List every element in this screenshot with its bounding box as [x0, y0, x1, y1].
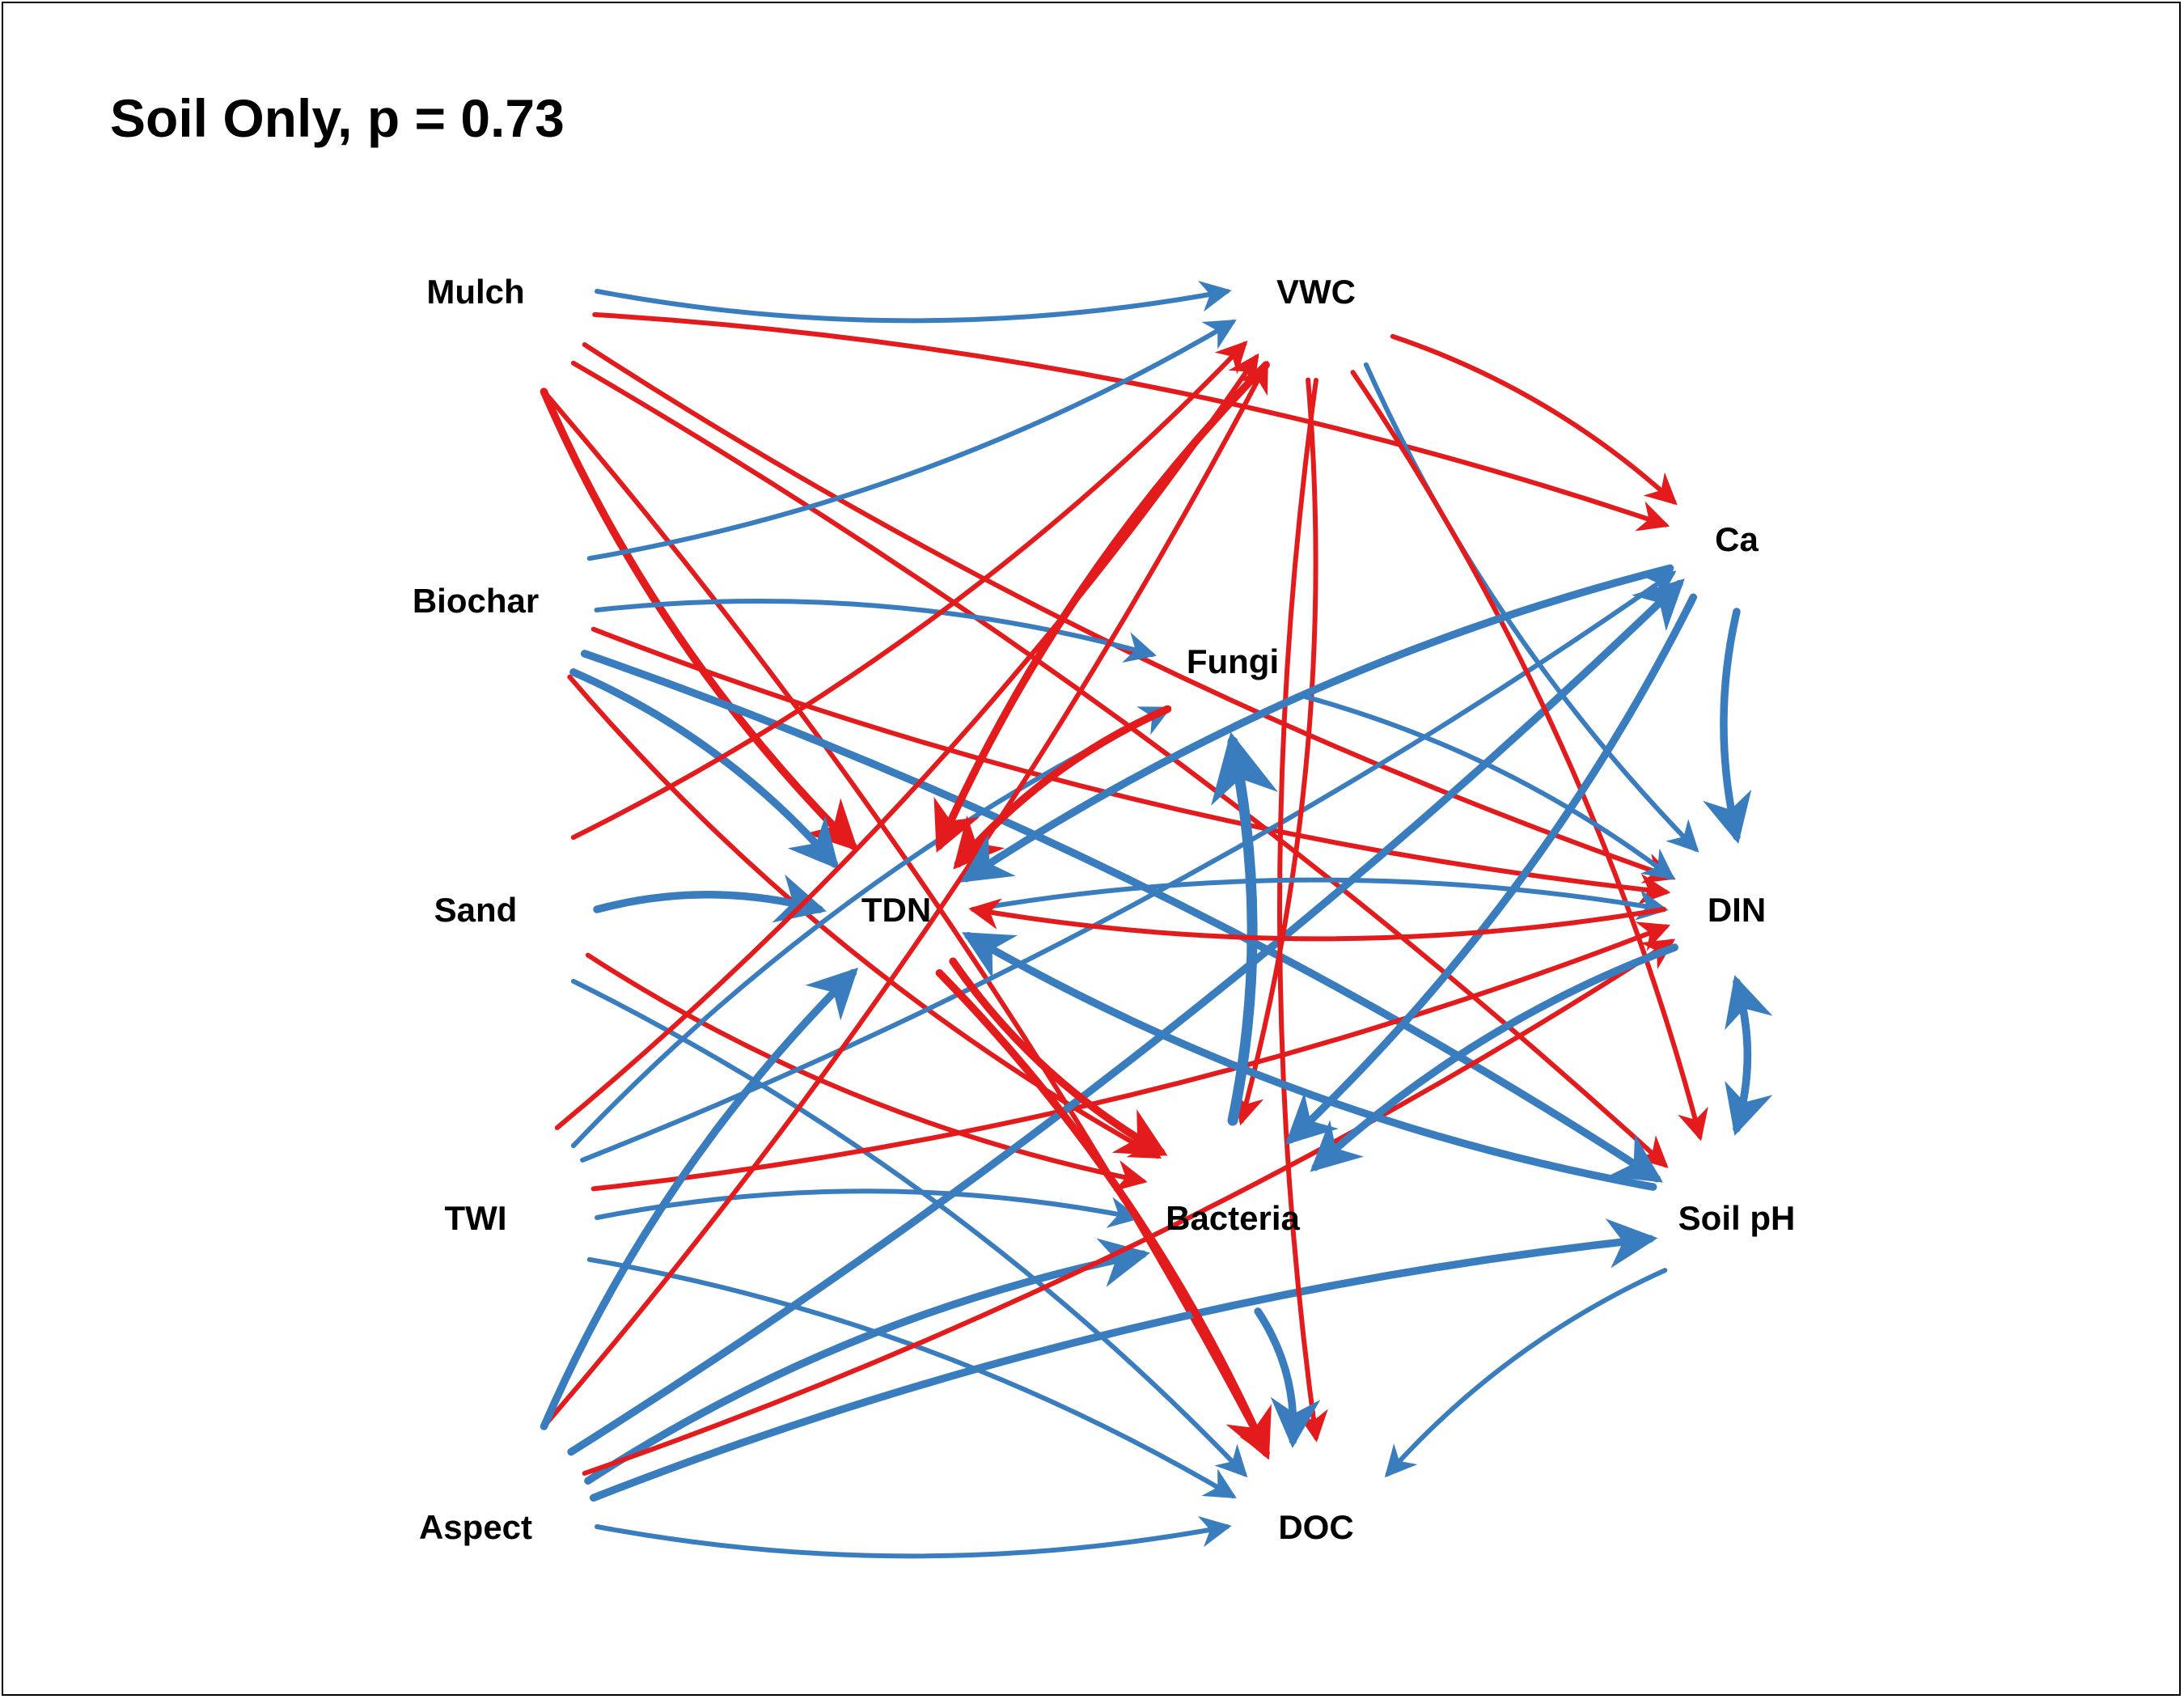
node-soilph: Soil pH: [1678, 1199, 1796, 1237]
node-doc: DOC: [1278, 1508, 1353, 1546]
edge-tdn-to-bacteria: [949, 957, 1168, 1156]
edge-biochar-to-vwc: [586, 320, 1237, 561]
node-sand: Sand: [434, 891, 518, 929]
edge-twi-to-ca: [580, 570, 1677, 1163]
edge-fungi-to-din: [1302, 694, 1675, 880]
edge-aspect-to-soilph: [589, 1218, 1658, 1502]
edge-soilph-to-doc: [1384, 1268, 1668, 1478]
edge-mulch-to-ca: [592, 311, 1670, 532]
edge-aspect-to-tdn: [540, 967, 859, 1430]
edge-din-to-bacteria: [1310, 943, 1678, 1172]
edge-layer: [540, 280, 1773, 1559]
node-aspect: Aspect: [419, 1508, 532, 1546]
node-twi: TWI: [445, 1199, 507, 1237]
edge-biochar-to-fungi: [594, 598, 1157, 663]
edge-sand-to-tdn: [593, 874, 827, 923]
edge-aspect-to-ca: [567, 578, 1685, 1456]
node-bacteria: Bacteria: [1166, 1199, 1300, 1237]
edge-biochar-to-soilph: [580, 650, 1663, 1183]
edge-ca-to-tdn: [960, 564, 1674, 883]
edge-bacteria-to-doc: [1254, 1307, 1321, 1449]
edge-vwc-to-soilph: [1350, 370, 1708, 1142]
edge-twi-to-doc: [586, 1256, 1237, 1498]
edge-sand-to-bacteria: [585, 952, 1148, 1192]
edge-biochar-to-tdn: [569, 668, 840, 870]
node-fungi: Fungi: [1187, 642, 1279, 680]
edge-soilph-to-tdn: [962, 931, 1657, 1191]
edge-sand-to-vwc: [570, 340, 1248, 841]
edge-vwc-to-din: [1363, 362, 1699, 853]
edge-tdn-to-din: [971, 877, 1669, 921]
edge-biochar-to-bacteria: [567, 674, 1162, 1159]
edge-biochar-to-din: [590, 626, 1671, 905]
node-ca: Ca: [1715, 520, 1759, 558]
node-tdn: TDN: [861, 891, 931, 929]
node-mulch: Mulch: [426, 273, 524, 311]
edge-mulch-to-vwc: [595, 280, 1232, 324]
edge-tdn-to-doc: [935, 968, 1272, 1460]
edge-soilph-to-din: [1725, 975, 1773, 1133]
edge-twi-to-din: [590, 922, 1671, 1192]
node-din: DIN: [1708, 891, 1766, 929]
edge-twi-to-vwc: [554, 353, 1259, 1130]
edge-aspect-to-din: [582, 938, 1676, 1477]
edge-vwc-to-bacteria: [1233, 377, 1318, 1126]
edge-twi-to-bacteria: [595, 1188, 1141, 1228]
edge-aspect-to-doc: [595, 1515, 1232, 1559]
diagram-title: Soil Only, p = 0.73: [110, 88, 565, 148]
edge-ca-to-din: [1703, 608, 1752, 845]
node-biochar: Biochar: [413, 582, 539, 620]
edge-din-to-tdn: [968, 898, 1666, 942]
edge-vwc-to-ca: [1390, 333, 1678, 506]
edge-vwc-to-tdn: [933, 361, 1270, 853]
node-vwc: VWC: [1276, 273, 1356, 311]
edge-aspect-to-vwc: [541, 360, 1269, 1429]
edge-mulch-to-tdn: [540, 388, 859, 852]
edge-aspect-to-bacteria: [584, 1238, 1150, 1485]
edge-ca-to-bacteria: [1285, 593, 1698, 1146]
edge-mulch-to-doc: [541, 389, 1269, 1458]
node-layer: Mulch Biochar Sand TWI Aspect VWC Fungi TDN Bact…: [413, 273, 1796, 1546]
edge-vwc-to-doc: [1277, 378, 1328, 1443]
